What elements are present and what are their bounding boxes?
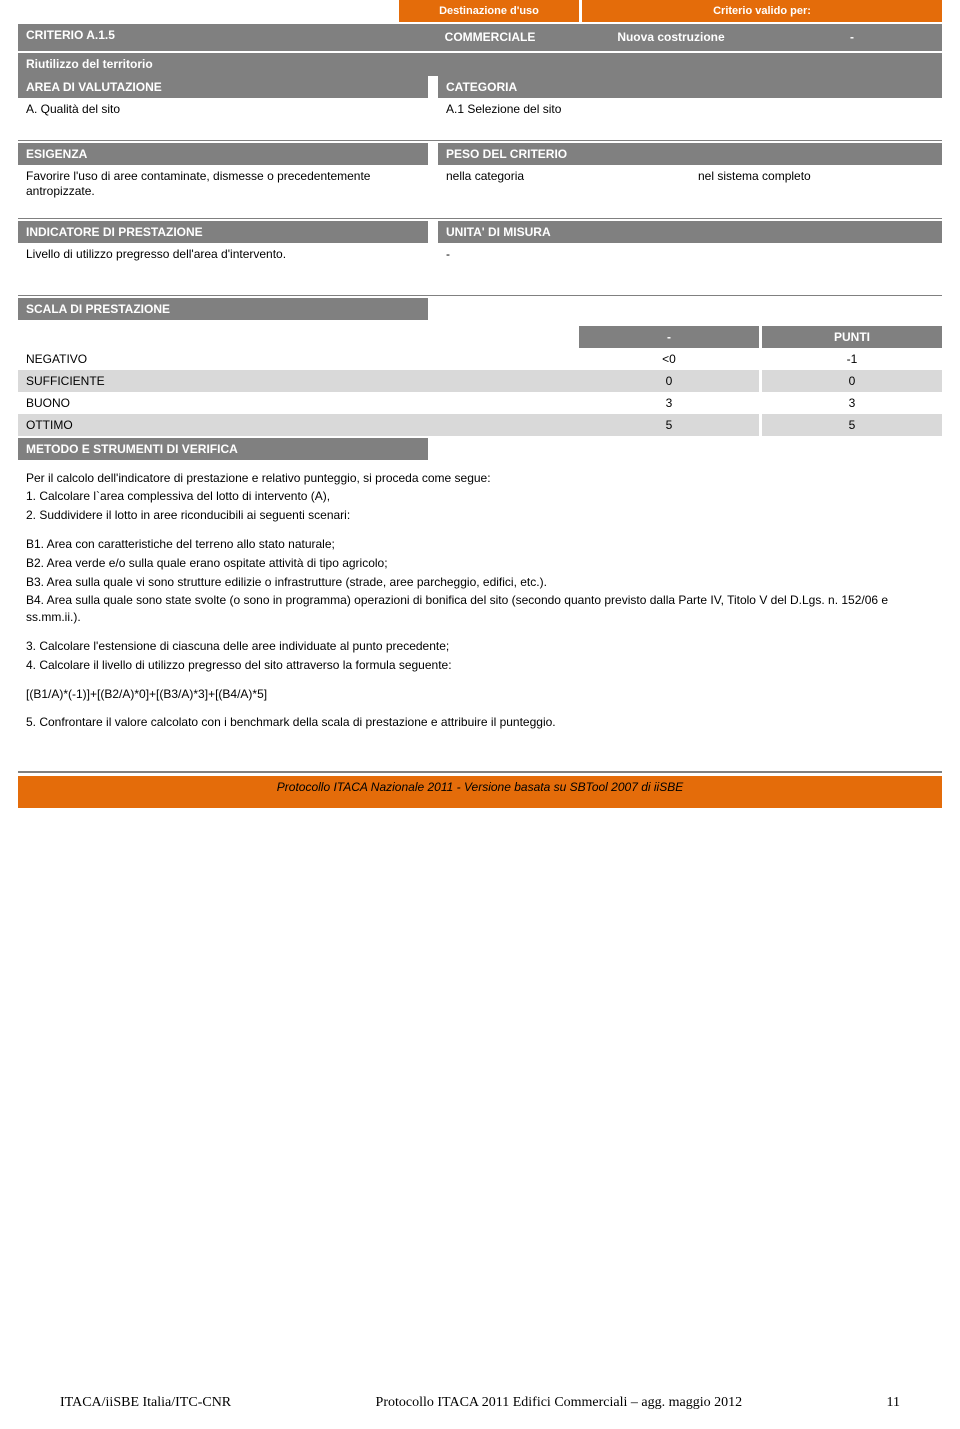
criterio-row: CRITERIO A.1.5 COMMERCIALE Nuova costruz… [18,24,942,50]
indicatore-unita-row: INDICATORE DI PRESTAZIONE Livello di uti… [18,221,942,267]
footer-bar: Protocollo ITACA Nazionale 2011 - Versio… [18,776,942,798]
top-labels-row: Destinazione d'uso Criterio valido per: [18,0,942,22]
scala-val1: 0 [579,370,759,392]
body-b1: B1. Area con caratteristiche del terreno… [26,536,934,553]
metodo-header: METODO E STRUMENTI DI VERIFICA [18,438,428,460]
scala-val2: 5 [762,414,942,436]
scala-rows-container: NEGATIVO <0-1 SUFFICIENTE 00 BUONO 33 OTTIMO 55 [18,348,942,436]
scala-val2: 3 [762,392,942,414]
area-categoria-row: AREA DI VALUTAZIONE A. Qualità del sito … [18,76,942,122]
unita-header: UNITA' DI MISURA [438,221,942,243]
area-val-header: AREA DI VALUTAZIONE [18,76,428,98]
nuova-label: Nuova costruzione [581,24,761,50]
body-p1: 1. Calcolare l`area complessiva del lott… [26,488,934,505]
footer-page: 11 [887,1395,900,1411]
commerciale-label: COMMERCIALE [400,24,580,50]
footer-title: Protocollo ITACA 2011 Edifici Commercial… [376,1395,743,1411]
scala-header: SCALA DI PRESTAZIONE [18,298,428,320]
indicatore-text: Livello di utilizzo pregresso dell'area … [18,243,428,267]
scala-val2: 0 [762,370,942,392]
categoria-header: CATEGORIA [438,76,942,98]
scala-val2: -1 [762,348,942,370]
body-text: Per il calcolo dell'indicatore di presta… [18,460,942,744]
nel-sistema-text: nel sistema completo [690,165,942,189]
criterio-code: CRITERIO A.1.5 [18,24,238,50]
indicatore-header: INDICATORE DI PRESTAZIONE [18,221,428,243]
scala-area [138,370,579,392]
riutilizzo-header: Riutilizzo del territorio [18,53,942,75]
body-p3: 3. Calcolare l'estensione di ciascuna de… [26,638,934,655]
body-p4: 4. Calcolare il livello di utilizzo preg… [26,657,934,674]
body-p2: 2. Suddividere il lotto in aree riconduc… [26,507,934,524]
col-punti: PUNTI [762,326,942,348]
scala-area [138,414,579,436]
scala-row: SUFFICIENTE 00 [18,370,942,392]
body-b3: B3. Area sulla quale vi sono strutture e… [26,574,934,591]
scala-row: BUONO 33 [18,392,942,414]
scala-col-headers: - PUNTI [18,326,942,348]
label-destinazione: Destinazione d'uso [399,0,579,22]
selezione-text: A.1 Selezione del sito [438,98,942,122]
dash-label: - [762,24,942,50]
label-criterio-per: Criterio valido per: [582,0,942,22]
body-formula: [(B1/A)*(-1)]+[(B2/A)*0]+[(B3/A)*3]+[(B4… [26,686,934,703]
footer-src: ITACA/iiSBE Italia/ITC-CNR [60,1395,231,1411]
body-p5: 5. Confrontare il valore calcolato con i… [26,714,934,731]
orange-thick-bar [18,798,942,808]
nella-cat-text: nella categoria [438,165,690,189]
scala-label: BUONO [18,392,138,414]
body-b4: B4. Area sulla quale sono state svolte (… [26,592,934,626]
scala-label: SUFFICIENTE [18,370,138,392]
scala-label: NEGATIVO [18,348,138,370]
esigenza-peso-row: ESIGENZA Favorire l'uso di aree contamin… [18,143,942,204]
scala-val1: 5 [579,414,759,436]
scala-val1: 3 [579,392,759,414]
page-content: Destinazione d'uso Criterio valido per: … [0,0,960,808]
esigenza-header: ESIGENZA [18,143,428,165]
body-b2: B2. Area verde e/o sulla quale erano osp… [26,555,934,572]
col-dash: - [579,326,759,348]
qualita-text: A. Qualità del sito [18,98,428,122]
scala-area [138,392,579,414]
scala-row: OTTIMO 55 [18,414,942,436]
body-intro: Per il calcolo dell'indicatore di presta… [26,470,934,487]
scala-val1: <0 [579,348,759,370]
peso-header: PESO DEL CRITERIO [438,143,942,165]
scala-label: OTTIMO [18,414,138,436]
unita-val: - [438,243,942,267]
esigenza-text: Favorire l'uso di aree contaminate, dism… [18,165,428,204]
scala-row: NEGATIVO <0-1 [18,348,942,370]
bottom-footer: ITACA/iiSBE Italia/ITC-CNR Protocollo IT… [0,1395,960,1411]
scala-area [138,348,579,370]
